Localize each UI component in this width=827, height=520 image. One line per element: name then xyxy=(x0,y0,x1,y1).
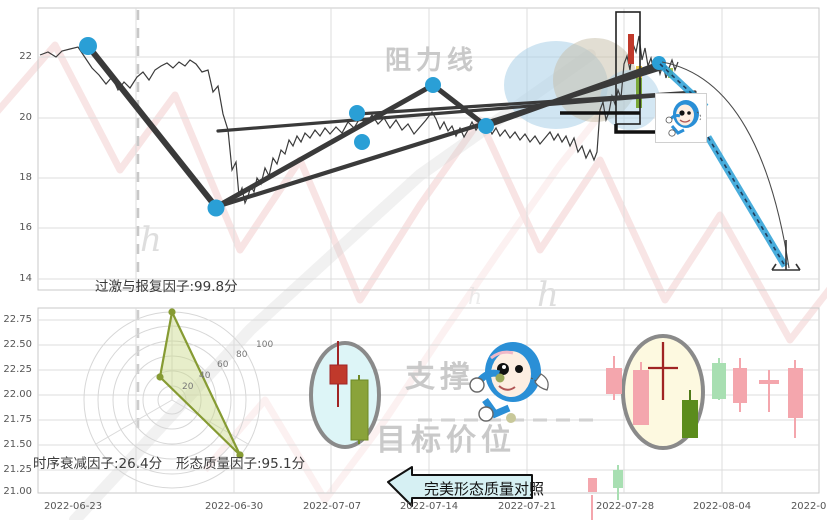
lower-ytick: 22.50 xyxy=(3,339,32,350)
watermark-letter-h-left: h xyxy=(140,220,162,260)
xtick: 2022-08-04 xyxy=(692,501,752,512)
watermark-resistance: 阻力线 xyxy=(385,46,479,76)
radar-tick-100: 100 xyxy=(256,340,274,350)
upper-highlight-blobs xyxy=(504,38,660,130)
pivot-point xyxy=(349,105,365,121)
candle xyxy=(350,375,369,444)
candle xyxy=(329,341,348,407)
pivot-point xyxy=(425,77,441,93)
watermark-letter-h-right: h xyxy=(537,275,559,315)
xtick: 2022-07-21 xyxy=(497,501,557,512)
watermark-support: 支撑 xyxy=(405,360,475,395)
upper-ytick: 16 xyxy=(19,222,32,233)
candle xyxy=(648,342,678,400)
candle xyxy=(759,370,779,412)
candle xyxy=(613,465,623,500)
candle xyxy=(633,362,649,425)
upper-ytick: 20 xyxy=(19,112,32,123)
pivot-point xyxy=(478,118,494,134)
pattern-pivot-markers[interactable] xyxy=(79,37,666,217)
radar-tick-60: 60 xyxy=(217,360,229,370)
lower-ytick: 21.75 xyxy=(3,414,32,425)
candle xyxy=(788,360,803,438)
xtick: 2022-08-11 xyxy=(790,501,827,512)
candle xyxy=(588,478,597,520)
xtick: 2022-07-14 xyxy=(399,501,459,512)
factor-label-overreaction: 过激与报复因子:99.8分 xyxy=(95,279,238,295)
lower-ytick: 21.00 xyxy=(3,486,32,497)
candle xyxy=(682,390,698,438)
lower-ytick: 21.50 xyxy=(3,439,32,450)
reference-pattern-ellipse xyxy=(309,341,381,449)
upper-ytick: 18 xyxy=(19,172,32,183)
radar-tick-80: 80 xyxy=(236,350,248,360)
mascot-large-icon xyxy=(455,338,560,430)
radar-polygon xyxy=(158,308,241,456)
lower-ytick: 22.75 xyxy=(3,314,32,325)
pivot-point xyxy=(354,134,370,150)
mascot-sticker-box xyxy=(655,93,707,143)
lower-ytick: 22.25 xyxy=(3,364,32,375)
pivot-point xyxy=(79,37,97,55)
candle xyxy=(712,358,726,400)
lower-ytick: 21.25 xyxy=(3,464,32,475)
pivot-point xyxy=(652,56,666,70)
factor-label-time-decay: 时序衰减因子:26.4分 xyxy=(33,456,163,472)
radar-tick-20: 20 xyxy=(182,382,194,392)
compare-pattern-ellipse xyxy=(621,334,705,450)
compare-banner-label[interactable]: 完美形态质量对照 xyxy=(424,480,545,498)
upper-ytick: 22 xyxy=(19,51,32,62)
candle xyxy=(606,356,622,400)
lower-ytick: 22.00 xyxy=(3,389,32,400)
pivot-point xyxy=(207,199,225,217)
upper-ytick: 14 xyxy=(19,273,32,284)
watermark-target-price: 目标价位 xyxy=(376,423,516,458)
radar-tick-40: 40 xyxy=(199,371,211,381)
xtick: 2022-07-07 xyxy=(302,501,362,512)
candle xyxy=(733,358,747,412)
xtick: 2022-06-30 xyxy=(204,501,264,512)
watermark-letter-h-lower: h xyxy=(468,285,483,310)
price-line-series xyxy=(39,35,679,206)
mascot-icon xyxy=(665,100,701,137)
xtick: 2022-06-23 xyxy=(43,501,103,512)
xtick: 2022-07-28 xyxy=(595,501,655,512)
factor-label-pattern-quality: 形态质量因子:95.1分 xyxy=(176,456,306,472)
